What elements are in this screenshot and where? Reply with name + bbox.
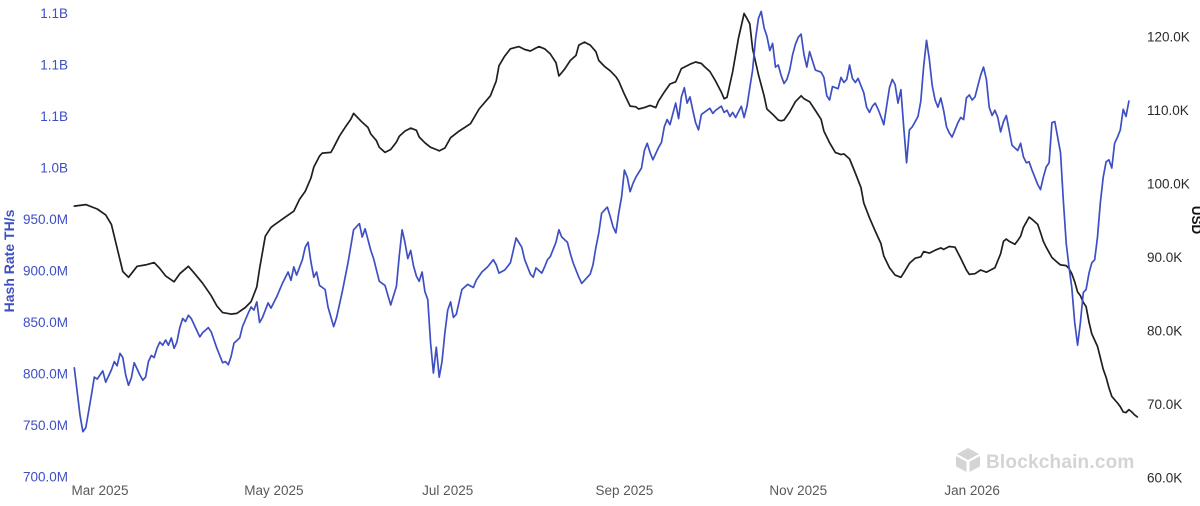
- left-axis-tick-labels: 700.0M 750.0M 800.0M 850.0M 900.0M 950.0M 1.0B…: [23, 6, 68, 485]
- left-axis-title: Hash Rate TH/s: [1, 209, 17, 312]
- watermark: Blockchain.com: [956, 448, 1135, 473]
- x-axis-tick-label: Nov 2025: [769, 483, 827, 498]
- right-axis-tick-label: 90.0K: [1147, 250, 1182, 265]
- left-axis-tick-label: 800.0M: [23, 367, 68, 382]
- right-axis-tick-label: 120.0K: [1147, 30, 1190, 45]
- left-axis-tick-label: 850.0M: [23, 315, 68, 330]
- right-axis-tick-label: 110.0K: [1147, 103, 1189, 118]
- right-axis-tick-label: 100.0K: [1147, 177, 1190, 192]
- right-axis-title: USD: [1189, 206, 1200, 235]
- left-axis-tick-label: 950.0M: [23, 212, 68, 227]
- right-axis-tick-label: 70.0K: [1147, 397, 1182, 412]
- x-axis-tick-label: Jul 2025: [422, 483, 473, 498]
- plot-hover-area[interactable]: [74, 0, 1140, 482]
- right-axis-tick-label: 80.0K: [1147, 324, 1182, 339]
- left-axis-tick-label: 1.1B: [40, 58, 68, 73]
- left-axis-tick-label: 700.0M: [23, 470, 68, 485]
- watermark-label: Blockchain.com: [986, 452, 1135, 473]
- x-axis-tick-label: Sep 2025: [595, 483, 653, 498]
- right-axis-tick-labels: 60.0K 70.0K 80.0K 90.0K 100.0K 110.0K 120.0K: [1147, 30, 1190, 486]
- left-axis-tick-label: 1.1B: [40, 6, 68, 21]
- left-axis-tick-label: 1.0B: [40, 161, 68, 176]
- x-axis-tick-label: Jan 2026: [944, 483, 1000, 498]
- x-axis-tick-labels: Mar 2025 May 2025 Jul 2025 Sep 2025 Nov 2025…: [71, 483, 999, 498]
- left-axis-tick-label: 750.0M: [23, 418, 68, 433]
- hash-rate-line: [73, 10, 1130, 433]
- left-axis-tick-label: 1.1B: [40, 109, 68, 124]
- price-usd-line: [73, 12, 1139, 418]
- right-axis-tick-label: 60.0K: [1147, 471, 1182, 486]
- left-axis-tick-label: 900.0M: [23, 264, 68, 279]
- x-axis-tick-label: May 2025: [244, 483, 303, 498]
- x-axis-tick-label: Mar 2025: [71, 483, 128, 498]
- blockchain-logo-icon: [956, 448, 980, 472]
